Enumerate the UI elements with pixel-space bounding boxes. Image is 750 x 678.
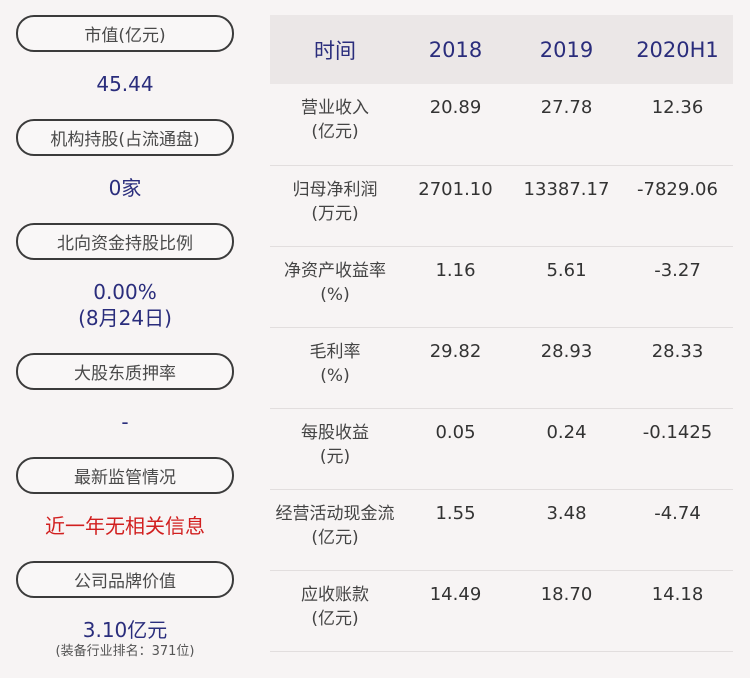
pledge-rate-value-text: - bbox=[121, 410, 129, 434]
metric-cell: 每股收益 (元) bbox=[270, 421, 400, 469]
value-cell: 3.48 bbox=[546, 503, 587, 524]
regulatory-status-value-text: 近一年无相关信息 bbox=[45, 514, 205, 538]
metric-cell: 归母净利润 (万元) bbox=[270, 178, 400, 226]
metric-unit: (亿元) bbox=[311, 122, 359, 142]
metric-name: 净资产收益率 bbox=[284, 261, 386, 281]
header-2018: 2018 bbox=[428, 37, 483, 62]
value-cell: 29.82 bbox=[429, 341, 482, 362]
brand-value-value-text: 3.10亿元 bbox=[82, 618, 168, 642]
table-row: 每股收益 (元) 0.05 0.24 -0.1425 bbox=[270, 409, 733, 490]
metric-name: 每股收益 bbox=[301, 423, 369, 443]
header-time: 时间 bbox=[314, 38, 356, 63]
table-row: 营业收入 (亿元) 20.89 27.78 12.36 bbox=[270, 84, 733, 166]
brand-value-label-text: 公司品牌价值 bbox=[74, 572, 176, 592]
northbound-holdings-label-text: 北向资金持股比例 bbox=[57, 234, 193, 254]
table-row: 毛利率 (%) 29.82 28.93 28.33 bbox=[270, 328, 733, 409]
market-cap-label-text: 市值(亿元) bbox=[84, 26, 166, 46]
pledge-rate-value: - bbox=[16, 409, 234, 435]
regulatory-status-value: 近一年无相关信息 bbox=[16, 513, 234, 539]
metric-unit: (元) bbox=[319, 447, 351, 467]
value-cell: 14.49 bbox=[429, 584, 482, 605]
header-2019: 2019 bbox=[539, 37, 594, 62]
table-row: 净资产收益率 (%) 1.16 5.61 -3.27 bbox=[270, 247, 733, 328]
table-row: 归母净利润 (万元) 2701.10 13387.17 -7829.06 bbox=[270, 166, 733, 247]
metric-unit: (万元) bbox=[311, 204, 359, 224]
header-2020h1: 2020H1 bbox=[636, 37, 719, 62]
northbound-holdings-date: (8月24日) bbox=[78, 306, 172, 330]
value-cell: -3.27 bbox=[654, 260, 701, 281]
value-cell: 5.61 bbox=[546, 260, 587, 281]
value-cell: 12.36 bbox=[651, 97, 704, 118]
brand-value-rank: (装备行业排名：371位) bbox=[55, 644, 195, 659]
table-header: 时间 2018 2019 2020H1 bbox=[270, 15, 733, 84]
metric-unit: (%) bbox=[320, 366, 350, 386]
metric-unit: (%) bbox=[320, 285, 350, 305]
institutional-holdings-value: 0家 bbox=[16, 175, 234, 201]
metric-unit: (亿元) bbox=[311, 609, 359, 629]
market-cap-value: 45.44 bbox=[16, 71, 234, 97]
market-cap-value-text: 45.44 bbox=[96, 72, 154, 96]
value-cell: -7829.06 bbox=[637, 179, 718, 200]
metric-cell: 营业收入 (亿元) bbox=[270, 96, 400, 144]
northbound-holdings-value-text: 0.00% bbox=[93, 280, 157, 304]
brand-value-label: 公司品牌价值 bbox=[16, 561, 234, 598]
metric-cell: 净资产收益率 (%) bbox=[270, 259, 400, 307]
value-cell: 18.70 bbox=[540, 584, 593, 605]
regulatory-status-label-text: 最新监管情况 bbox=[74, 468, 176, 488]
metric-unit: (亿元) bbox=[311, 528, 359, 548]
brand-value-value: 3.10亿元 (装备行业排名：371位) bbox=[16, 617, 234, 661]
metric-cell: 经营活动现金流 (亿元) bbox=[270, 502, 400, 550]
metric-name: 毛利率 bbox=[309, 342, 361, 362]
value-cell: 2701.10 bbox=[418, 179, 493, 200]
pledge-rate-label: 大股东质押率 bbox=[16, 353, 234, 390]
value-cell: 1.16 bbox=[435, 260, 476, 281]
value-cell: 28.33 bbox=[651, 341, 704, 362]
value-cell: 13387.17 bbox=[523, 179, 610, 200]
value-cell: 28.93 bbox=[540, 341, 593, 362]
value-cell: 20.89 bbox=[429, 97, 482, 118]
metric-name: 应收账款 bbox=[301, 585, 369, 605]
northbound-holdings-label: 北向资金持股比例 bbox=[16, 223, 234, 260]
financial-table: 时间 2018 2019 2020H1 营业收入 (亿元) 20.89 27.7… bbox=[270, 15, 733, 652]
metric-name: 经营活动现金流 bbox=[275, 504, 395, 524]
pledge-rate-label-text: 大股东质押率 bbox=[74, 364, 176, 384]
value-cell: 14.18 bbox=[651, 584, 704, 605]
regulatory-status-label: 最新监管情况 bbox=[16, 457, 234, 494]
table-row: 应收账款 (亿元) 14.49 18.70 14.18 bbox=[270, 571, 733, 652]
value-cell: 27.78 bbox=[540, 97, 593, 118]
institutional-holdings-value-text: 0家 bbox=[108, 176, 142, 200]
value-cell: 0.24 bbox=[546, 422, 587, 443]
institutional-holdings-label-text: 机构持股(占流通盘) bbox=[50, 130, 200, 150]
metric-cell: 毛利率 (%) bbox=[270, 340, 400, 388]
market-cap-label: 市值(亿元) bbox=[16, 15, 234, 52]
value-cell: 1.55 bbox=[435, 503, 476, 524]
value-cell: -4.74 bbox=[654, 503, 701, 524]
value-cell: 0.05 bbox=[435, 422, 476, 443]
table-row: 经营活动现金流 (亿元) 1.55 3.48 -4.74 bbox=[270, 490, 733, 571]
metric-name: 归母净利润 bbox=[292, 180, 378, 200]
northbound-holdings-value: 0.00% (8月24日) bbox=[16, 279, 234, 331]
institutional-holdings-label: 机构持股(占流通盘) bbox=[16, 119, 234, 156]
metric-cell: 应收账款 (亿元) bbox=[270, 583, 400, 631]
metric-name: 营业收入 bbox=[301, 98, 369, 118]
value-cell: -0.1425 bbox=[642, 422, 713, 443]
